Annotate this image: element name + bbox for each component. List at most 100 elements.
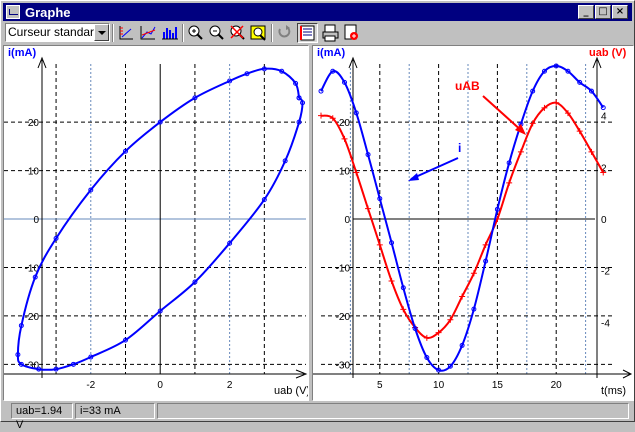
axes-tool-icon (119, 26, 133, 40)
y-tick-label: 10 (339, 167, 351, 178)
annotation-i-arrowhead (408, 173, 419, 181)
zoom-reset-button[interactable] (227, 23, 248, 43)
i-point (353, 110, 359, 116)
lissajous-curve (16, 67, 304, 371)
curves-tool-button[interactable] (137, 23, 158, 43)
curve-point (122, 148, 128, 154)
maximize-button[interactable]: □ (595, 5, 611, 19)
i-point (588, 88, 594, 94)
uab-point (529, 120, 536, 127)
y-tick-label: 20 (28, 118, 40, 129)
lissajous-plot-panel[interactable]: i(mA) uab (V) -30 -20 -10 0 10 20 -2 0 2 (3, 45, 309, 401)
curve-point (157, 308, 163, 314)
x-tick-label: 0 (157, 380, 163, 391)
x-axis-arrow (622, 369, 633, 379)
uab-point (329, 115, 336, 122)
i-point (365, 152, 371, 158)
i-point (541, 68, 547, 74)
i-point (459, 342, 465, 348)
y-tick-label: -30 (336, 360, 351, 371)
status-uab: uab=1.94 V (11, 403, 73, 431)
x-tick-label: 15 (492, 380, 504, 391)
annotation-uab-arrow (482, 95, 524, 133)
y2-tick-label: 4 (601, 112, 607, 123)
title-bar[interactable]: Graphe _ □ × (3, 3, 632, 21)
curve-point (32, 274, 38, 280)
annotation-i: i (458, 141, 461, 155)
y-tick-label: 0 (344, 215, 350, 226)
curve-point (122, 337, 128, 343)
y2-axis-label: uab (V) (589, 47, 627, 59)
uab-point (517, 148, 524, 155)
uab-point (353, 169, 360, 176)
print-button[interactable] (320, 23, 341, 43)
zoom-fit-button[interactable] (248, 23, 269, 43)
data-table-icon (162, 27, 178, 40)
toolbar-separator (271, 24, 273, 42)
curve-point (70, 361, 76, 367)
i-point (471, 306, 477, 312)
uab-point (482, 241, 489, 248)
curve-point (261, 66, 267, 72)
i-point (600, 105, 606, 111)
x-tick-label: 20 (551, 380, 563, 391)
i-point (412, 325, 418, 331)
cursor-mode-select[interactable]: Curseur standard (5, 23, 110, 42)
zoom-in-icon (188, 25, 203, 40)
minimize-button[interactable]: _ (578, 5, 594, 19)
axes-tool-button[interactable] (115, 23, 136, 43)
y2-tick-label: 0 (601, 215, 607, 226)
export-button[interactable] (341, 23, 362, 43)
cursor-mode-value: Curseur standard (8, 25, 101, 39)
curve-point (192, 279, 198, 285)
status-i: i=33 mA (75, 403, 155, 419)
redraw-button[interactable] (274, 23, 295, 43)
y-axis-arrow (348, 56, 358, 69)
zoom-reset-icon (230, 25, 245, 40)
y-tick-label: -20 (25, 312, 40, 323)
y-tick-label: -10 (25, 263, 40, 274)
curve-point (88, 354, 94, 360)
zoom-out-button[interactable] (206, 23, 227, 43)
data-table-button[interactable] (159, 23, 180, 43)
uab-point (435, 329, 442, 336)
x-tick-label: -2 (86, 380, 95, 391)
chevron-down-icon[interactable] (94, 24, 109, 41)
curve-point (88, 187, 94, 193)
uab-point (388, 278, 395, 284)
curve-point (227, 78, 233, 84)
x-tick-label: 5 (377, 380, 383, 391)
status-empty (157, 403, 629, 419)
zoom-in-button[interactable] (185, 23, 206, 43)
uab-point (553, 99, 560, 106)
x-axis-arrow (295, 369, 308, 379)
y-axis-arrow (37, 56, 47, 69)
x-tick-label: 2 (227, 380, 233, 391)
i-point (494, 206, 500, 212)
modelize-button[interactable] (297, 23, 318, 43)
zoom-out-icon (209, 25, 224, 40)
curve-point (15, 352, 21, 358)
i-point (447, 363, 453, 369)
y2-axis-arrow (592, 56, 602, 69)
uab-point (576, 128, 583, 135)
curve-point (296, 95, 302, 101)
time-plot-panel[interactable]: i(mA) uab (V) t(ms) -30 -20 -10 0 10 20 -4 -2 0 2 4 5 1… (312, 45, 634, 401)
i-curve (320, 64, 605, 372)
y-tick-label: 10 (28, 167, 40, 178)
curve-point (244, 71, 250, 77)
uab-point (376, 241, 383, 248)
curve-point (279, 68, 285, 74)
i-point (483, 258, 489, 264)
curve-point (227, 240, 233, 246)
curve-point (36, 366, 42, 372)
window-title: Graphe (25, 5, 71, 20)
app-graph-icon[interactable] (6, 5, 20, 19)
close-button[interactable]: × (612, 5, 628, 19)
y-tick-label: -20 (336, 312, 351, 323)
i-point (424, 355, 430, 361)
curve-point (300, 100, 306, 106)
